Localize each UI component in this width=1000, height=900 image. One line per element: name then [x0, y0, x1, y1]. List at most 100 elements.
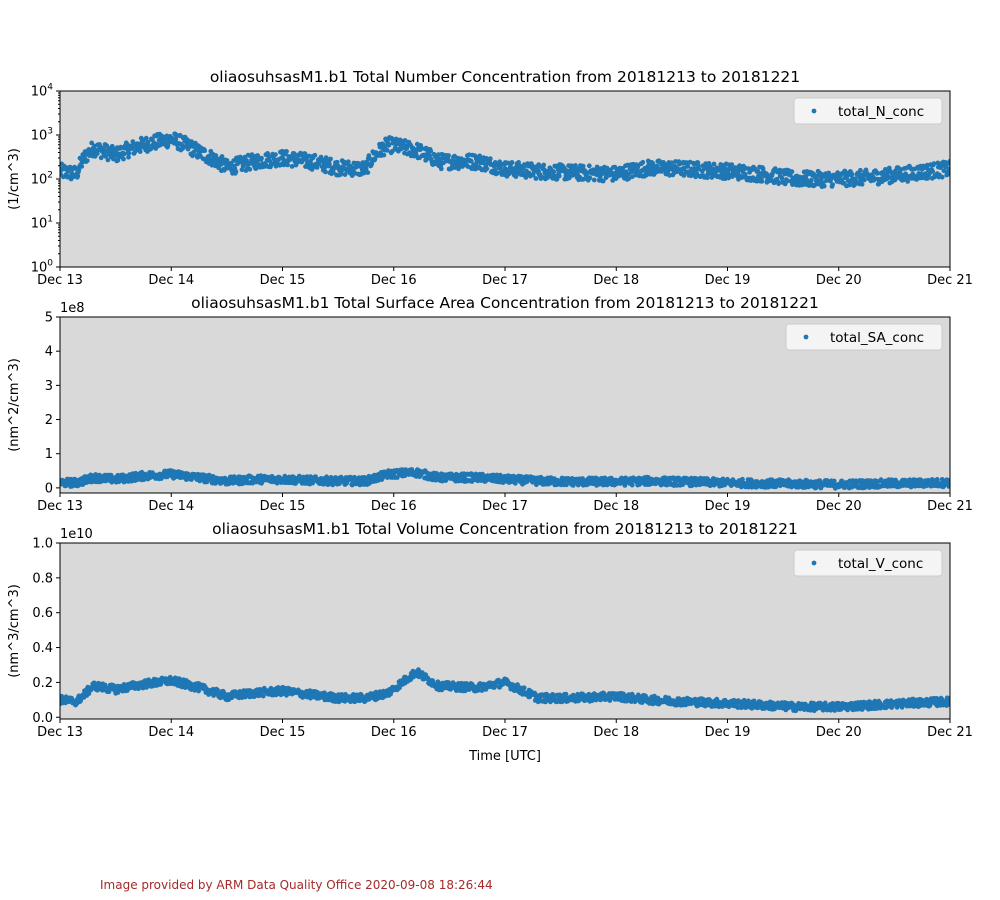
data-point: [711, 161, 717, 167]
data-point: [284, 149, 289, 154]
x-tick-label: Dec 17: [482, 273, 528, 288]
data-point: [594, 164, 600, 170]
data-point: [669, 160, 675, 166]
x-tick-label: Dec 13: [37, 499, 83, 514]
data-point: [196, 688, 202, 694]
data-point: [468, 158, 474, 164]
data-point: [773, 484, 779, 490]
data-point: [484, 166, 490, 172]
data-point: [289, 164, 295, 169]
data-point: [740, 476, 745, 482]
legend-label: total_N_conc: [838, 104, 924, 120]
data-point: [635, 164, 641, 170]
data-point: [428, 148, 434, 154]
data-point: [759, 178, 765, 184]
data-point: [809, 177, 814, 183]
data-point: [910, 696, 916, 702]
data-point: [105, 157, 111, 163]
data-point: [939, 174, 945, 180]
data-point: [165, 143, 171, 148]
data-point: [330, 170, 336, 175]
data-point: [566, 175, 572, 181]
data-point: [475, 688, 481, 693]
data-point: [784, 178, 790, 184]
data-point: [323, 169, 328, 175]
data-point: [328, 156, 333, 162]
data-point: [947, 158, 950, 164]
x-tick-label: Dec 20: [816, 273, 862, 288]
data-point: [814, 177, 820, 183]
y-tick-label: 103: [31, 127, 53, 144]
data-point: [394, 475, 400, 480]
data-point: [563, 691, 569, 697]
data-point: [224, 158, 230, 163]
data-point: [494, 472, 500, 478]
y-tick-label: 1: [45, 447, 53, 462]
data-point: [640, 159, 646, 165]
data-point: [541, 162, 547, 168]
x-tick-label: Dec 14: [148, 499, 194, 514]
data-point: [259, 155, 264, 161]
data-point: [146, 142, 151, 148]
x-tick-label: Dec 19: [705, 499, 751, 514]
data-point: [324, 474, 329, 480]
y-axis-label: (1/cm^3): [7, 148, 22, 210]
data-point: [789, 169, 795, 175]
data-point: [943, 164, 949, 170]
data-point: [202, 148, 208, 154]
data-point: [260, 693, 266, 699]
data-point: [905, 179, 911, 184]
data-point: [551, 169, 557, 175]
data-point: [104, 143, 110, 149]
data-point: [849, 171, 855, 177]
data-point: [109, 143, 115, 149]
data-point: [253, 166, 259, 172]
data-point: [121, 156, 126, 162]
y-axis-label: (nm^2/cm^3): [7, 358, 22, 452]
data-point: [438, 166, 444, 172]
data-point: [108, 472, 114, 478]
x-tick-label: Dec 15: [260, 273, 306, 288]
data-point: [629, 482, 635, 488]
data-point: [126, 154, 131, 160]
data-point: [874, 171, 880, 176]
x-tick-label: Dec 15: [260, 499, 306, 514]
data-point: [82, 154, 87, 160]
data-point: [312, 152, 318, 158]
data-point: [776, 181, 781, 187]
data-point: [75, 173, 81, 179]
data-point: [779, 175, 785, 181]
y-exponent-label: 1e8: [60, 301, 85, 316]
y-tick-label: 4: [45, 345, 53, 360]
data-point: [533, 176, 539, 181]
data-point: [302, 151, 308, 157]
data-point: [84, 158, 90, 164]
data-point: [674, 702, 680, 708]
data-point: [279, 155, 284, 161]
data-point: [587, 175, 593, 181]
data-point: [218, 162, 224, 167]
data-point: [291, 151, 297, 157]
data-point: [94, 151, 100, 157]
data-point: [654, 163, 660, 169]
data-point: [247, 166, 253, 172]
data-point: [861, 177, 867, 183]
data-point: [239, 167, 245, 173]
chart-panel-2: Dec 13 Dec 14 Dec 15 Dec 16 Dec 17 Dec 18 Dec …: [7, 294, 973, 514]
data-point: [342, 172, 348, 178]
data-point: [821, 183, 827, 189]
data-point: [591, 177, 597, 183]
data-point: [449, 158, 455, 164]
data-point: [397, 685, 402, 691]
data-point: [422, 152, 427, 158]
data-point: [946, 167, 950, 173]
x-tick-label: Dec 16: [371, 499, 417, 514]
data-point: [581, 176, 587, 182]
y-tick-label: 5: [45, 311, 53, 326]
x-tick-label: Dec 21: [927, 499, 973, 514]
data-point: [858, 167, 863, 173]
data-point: [487, 156, 493, 162]
data-point: [859, 181, 865, 187]
y-tick-label: 3: [45, 379, 53, 394]
x-tick-label: Dec 18: [593, 273, 639, 288]
